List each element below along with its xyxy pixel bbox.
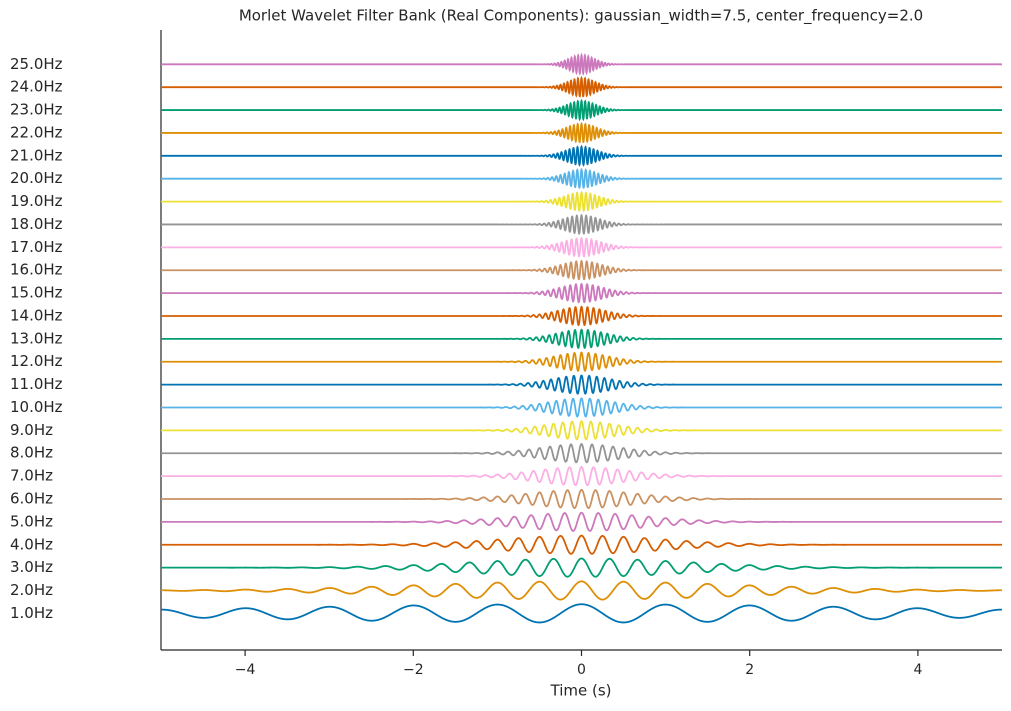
x-tick-label: 0 <box>577 662 586 678</box>
wavelet-line <box>161 213 1002 236</box>
y-tick-label: 24.0Hz <box>10 78 63 96</box>
wavelet-line <box>161 603 1002 624</box>
y-tick-label: 4.0Hz <box>10 535 53 553</box>
wavelet-line <box>161 259 1002 281</box>
chart-title: Morlet Wavelet Filter Bank (Real Compone… <box>239 7 923 26</box>
wavelet-line <box>161 488 1002 509</box>
wavelet-line <box>161 328 1002 349</box>
wavelet-line <box>160 580 1003 601</box>
wavelet-line <box>161 190 1002 213</box>
y-tick-label: 19.0Hz <box>10 192 63 210</box>
wavelet-line <box>161 534 1002 555</box>
y-tick-label: 5.0Hz <box>10 512 53 530</box>
y-tick-label: 15.0Hz <box>10 284 63 302</box>
wavelet-line <box>161 351 1002 372</box>
y-tick-label: 1.0Hz <box>10 604 53 622</box>
y-tick-label: 8.0Hz <box>10 444 53 462</box>
y-tick-label: 14.0Hz <box>10 306 63 324</box>
y-tick-label: 3.0Hz <box>10 558 53 576</box>
x-tick-label: −4 <box>235 662 256 678</box>
y-tick-label: 16.0Hz <box>10 261 63 279</box>
wavelet-line <box>161 98 1002 122</box>
wavelet-line <box>161 420 1002 441</box>
wavelet-line <box>161 374 1002 395</box>
wavelet-line <box>161 121 1002 144</box>
y-tick-label: 6.0Hz <box>10 490 53 508</box>
x-tick-label: −2 <box>403 662 424 678</box>
wavelet-line <box>161 144 1002 167</box>
y-tick-label: 18.0Hz <box>10 215 63 233</box>
wavelet-line <box>161 236 1002 258</box>
x-tick-label: 4 <box>913 662 922 678</box>
x-axis-label: Time (s) <box>550 682 612 700</box>
wavelet-line <box>161 305 1002 327</box>
y-tick-label: 12.0Hz <box>10 352 63 370</box>
wavelet-line <box>161 511 1002 532</box>
y-tick-label: 7.0Hz <box>10 467 53 485</box>
y-tick-label: 20.0Hz <box>10 169 63 187</box>
y-tick-label: 13.0Hz <box>10 329 63 347</box>
y-tick-label: 10.0Hz <box>10 398 63 416</box>
wavelet-line <box>161 75 1002 98</box>
y-tick-label: 23.0Hz <box>10 101 63 119</box>
wavelet-line <box>161 282 1002 304</box>
y-tick-label: 22.0Hz <box>10 123 63 141</box>
y-tick-label: 9.0Hz <box>10 421 53 439</box>
x-tick-label: 2 <box>745 662 754 678</box>
y-tick-label: 2.0Hz <box>10 581 53 599</box>
wavelet-line <box>161 557 1002 578</box>
y-tick-label: 21.0Hz <box>10 146 63 164</box>
wavelet-line <box>161 167 1002 189</box>
wavelet-line <box>161 52 1002 76</box>
y-tick-label: 25.0Hz <box>10 55 63 73</box>
y-tick-label: 11.0Hz <box>10 375 63 393</box>
y-tick-label: 17.0Hz <box>10 238 63 256</box>
wavelet-line <box>161 397 1002 418</box>
wavelet-line <box>161 443 1002 464</box>
wavelet-line <box>161 466 1002 487</box>
